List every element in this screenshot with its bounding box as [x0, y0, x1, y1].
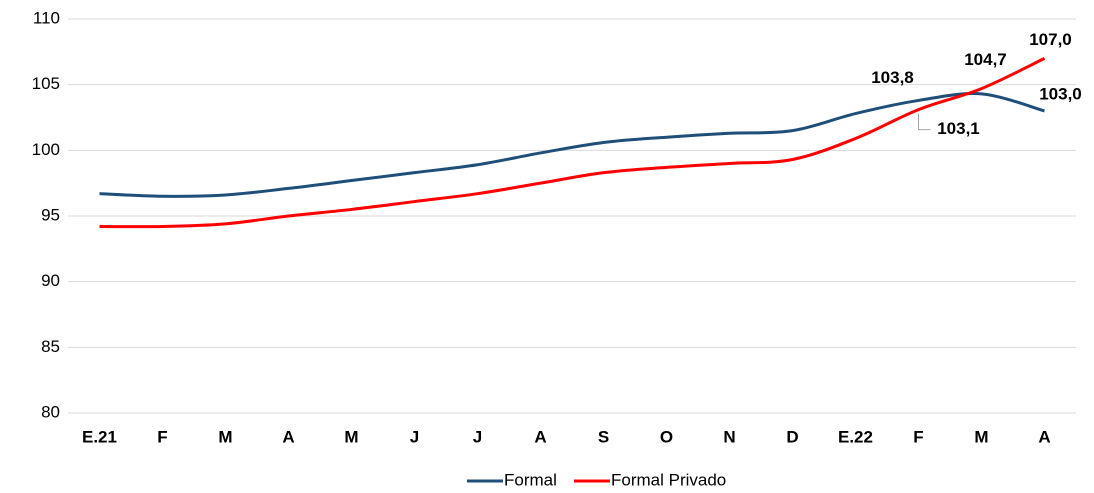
legend-label: Formal — [504, 470, 557, 489]
data-label: 107,0 — [1029, 30, 1072, 49]
x-tick-label: F — [157, 427, 167, 446]
x-tick-label: M — [218, 427, 232, 446]
x-tick-label: M — [344, 427, 358, 446]
legend-label: Formal Privado — [611, 470, 726, 489]
x-tick-label: J — [473, 427, 482, 446]
line — [99, 92, 1045, 198]
data-label: 103,0 — [1039, 84, 1082, 103]
x-tick-label: E.21 — [82, 427, 117, 446]
x-tick-label: M — [974, 427, 988, 446]
x-tick-label: E.22 — [838, 427, 873, 446]
x-tick-label: J — [410, 427, 419, 446]
y-tick-label: 95 — [41, 205, 60, 224]
y-tick-label: 110 — [33, 8, 60, 27]
data-label: 104,7 — [964, 50, 1007, 69]
x-tick-label: O — [660, 427, 673, 446]
data-label: 103,8 — [871, 68, 914, 87]
x-tick-label: A — [1038, 427, 1050, 446]
x-tick-label: S — [598, 427, 609, 446]
y-tick-label: 85 — [41, 337, 60, 356]
leader-line — [918, 113, 931, 131]
y-tick-label: 105 — [32, 74, 60, 93]
x-tick-label: F — [913, 427, 923, 446]
y-tick-label: 100 — [32, 140, 60, 159]
data-label: 103,1 — [937, 119, 980, 138]
x-tick-label: A — [282, 427, 294, 446]
y-tick-label: 80 — [41, 402, 60, 421]
line — [99, 57, 1046, 229]
x-tick-label: D — [786, 427, 798, 446]
y-tick-label: 90 — [41, 271, 60, 290]
x-tick-label: A — [534, 427, 546, 446]
x-tick-label: N — [723, 427, 735, 446]
